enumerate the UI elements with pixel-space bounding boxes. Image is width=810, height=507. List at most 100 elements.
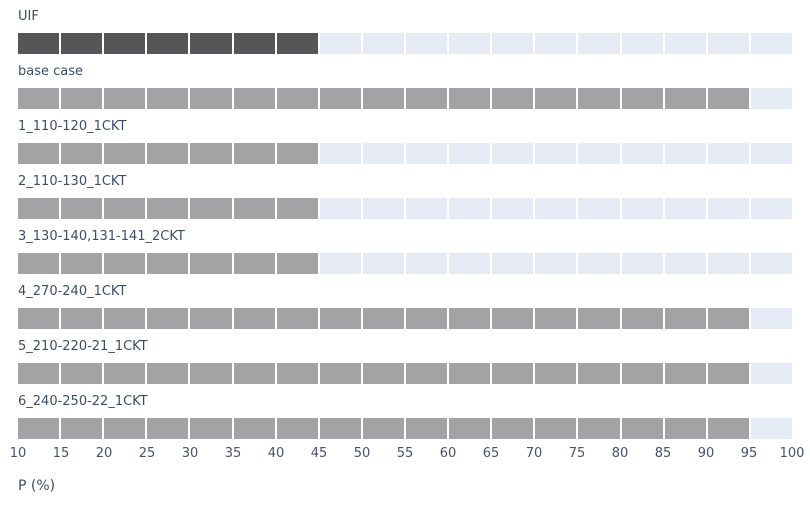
bar-segment-filled <box>147 418 189 439</box>
bar-label: 3_130-140,131-141_2CKT <box>18 229 185 244</box>
bar-segment-empty <box>750 198 792 219</box>
bar-segment-filled <box>147 363 189 384</box>
bar-segment-filled <box>362 308 404 329</box>
bar-segment-filled <box>190 198 232 219</box>
x-axis-tick: 45 <box>310 446 328 461</box>
bar-track <box>18 308 792 329</box>
x-axis: 10 15 20 25 30 35 40 45 50 55 60 65 70 75 80 85 90 95 100 <box>10 446 805 462</box>
bar-row: base case <box>0 55 810 110</box>
bar-segment-filled <box>492 88 534 109</box>
bar-segment-filled <box>707 418 749 439</box>
bar-track <box>18 143 792 164</box>
bar-segment-filled <box>104 143 146 164</box>
bar-segment-filled <box>664 88 706 109</box>
bar-segment-filled <box>233 198 275 219</box>
bar-segment-empty <box>449 253 491 274</box>
bar-segment-filled <box>664 418 706 439</box>
bar-segment-empty <box>578 198 620 219</box>
bar-segment-empty <box>319 143 361 164</box>
bar-label: base case <box>18 64 84 79</box>
bar-track <box>18 253 792 274</box>
bar-segment-filled <box>104 198 146 219</box>
bar-segment-filled <box>492 363 534 384</box>
bar-segment-filled <box>18 308 60 329</box>
bar-segment-filled <box>61 253 103 274</box>
x-axis-tick: 20 <box>95 446 113 461</box>
bar-segment-filled <box>707 88 749 109</box>
x-axis-tick: 40 <box>267 446 285 461</box>
bar-segment-empty <box>621 143 663 164</box>
bar-segment-empty <box>405 143 448 164</box>
bar-segment-filled <box>190 418 232 439</box>
x-axis-tick: 25 <box>138 446 156 461</box>
bar-segment-empty <box>750 253 792 274</box>
bar-segment-filled <box>61 33 103 54</box>
x-axis-tick: 70 <box>525 446 543 461</box>
bar-segment-filled <box>104 33 146 54</box>
bar-segment-empty <box>362 198 404 219</box>
bar-chart: UIF base case 1_110-120_1CKT 2_110-130_1CKT… <box>0 0 810 494</box>
x-axis-tick: 65 <box>482 446 500 461</box>
x-axis-tick: 55 <box>396 446 414 461</box>
bar-segment-filled <box>233 143 275 164</box>
bar-segment-empty <box>492 143 534 164</box>
bar-segment-filled <box>578 363 620 384</box>
bar-segment-filled <box>104 363 146 384</box>
bar-segment-filled <box>61 143 103 164</box>
bar-label: UIF <box>18 9 39 24</box>
bar-segment-empty <box>492 198 534 219</box>
bar-row: 4_270-240_1CKT <box>0 275 810 330</box>
bar-segment-empty <box>319 198 361 219</box>
bar-segment-filled <box>233 418 275 439</box>
bar-segment-empty <box>621 253 663 274</box>
bar-segment-empty <box>707 198 749 219</box>
bar-segment-filled <box>190 253 232 274</box>
bar-segment-empty <box>750 88 792 109</box>
bar-segment-filled <box>190 308 232 329</box>
bar-segment-filled <box>147 143 189 164</box>
x-axis-tick: 15 <box>52 446 70 461</box>
bar-label: 1_110-120_1CKT <box>18 119 127 134</box>
bar-segment-empty <box>621 33 663 54</box>
bar-segment-filled <box>18 88 60 109</box>
bar-segment-filled <box>449 308 491 329</box>
bar-segment-filled <box>578 418 620 439</box>
bar-label: 4_270-240_1CKT <box>18 284 127 299</box>
x-axis-tick: 90 <box>697 446 715 461</box>
x-axis-tick: 95 <box>740 446 758 461</box>
bar-segment-filled <box>18 143 60 164</box>
bar-segment-filled <box>578 308 620 329</box>
bar-label: 5_210-220-21_1CKT <box>18 339 148 354</box>
bar-segment-filled <box>61 363 103 384</box>
bar-segment-empty <box>707 33 749 54</box>
bar-segment-filled <box>319 363 361 384</box>
bar-segment-filled <box>621 418 663 439</box>
bar-track <box>18 198 792 219</box>
x-axis-tick: 85 <box>654 446 672 461</box>
bar-segment-filled <box>276 308 318 329</box>
bar-segment-filled <box>319 308 361 329</box>
bar-segment-filled <box>664 363 706 384</box>
bar-segment-filled <box>707 363 749 384</box>
bar-segment-filled <box>535 88 577 109</box>
bar-segment-filled <box>18 198 60 219</box>
bar-row: 2_110-130_1CKT <box>0 165 810 220</box>
bar-segment-filled <box>104 253 146 274</box>
bar-segment-filled <box>190 363 232 384</box>
bar-segment-filled <box>621 363 663 384</box>
bar-segment-filled <box>535 308 577 329</box>
bar-segment-filled <box>61 418 103 439</box>
bar-segment-empty <box>750 308 792 329</box>
bar-segment-empty <box>664 33 706 54</box>
x-axis-tick: 10 <box>9 446 27 461</box>
bar-segment-filled <box>18 33 60 54</box>
bar-row: 3_130-140,131-141_2CKT <box>0 220 810 275</box>
bar-segment-filled <box>535 363 577 384</box>
bar-segment-filled <box>190 33 232 54</box>
bar-row: UIF <box>0 0 810 55</box>
bar-segment-filled <box>492 308 534 329</box>
bar-segment-filled <box>405 418 448 439</box>
bar-segment-filled <box>233 253 275 274</box>
bar-segment-filled <box>104 88 146 109</box>
bar-segment-empty <box>535 143 577 164</box>
